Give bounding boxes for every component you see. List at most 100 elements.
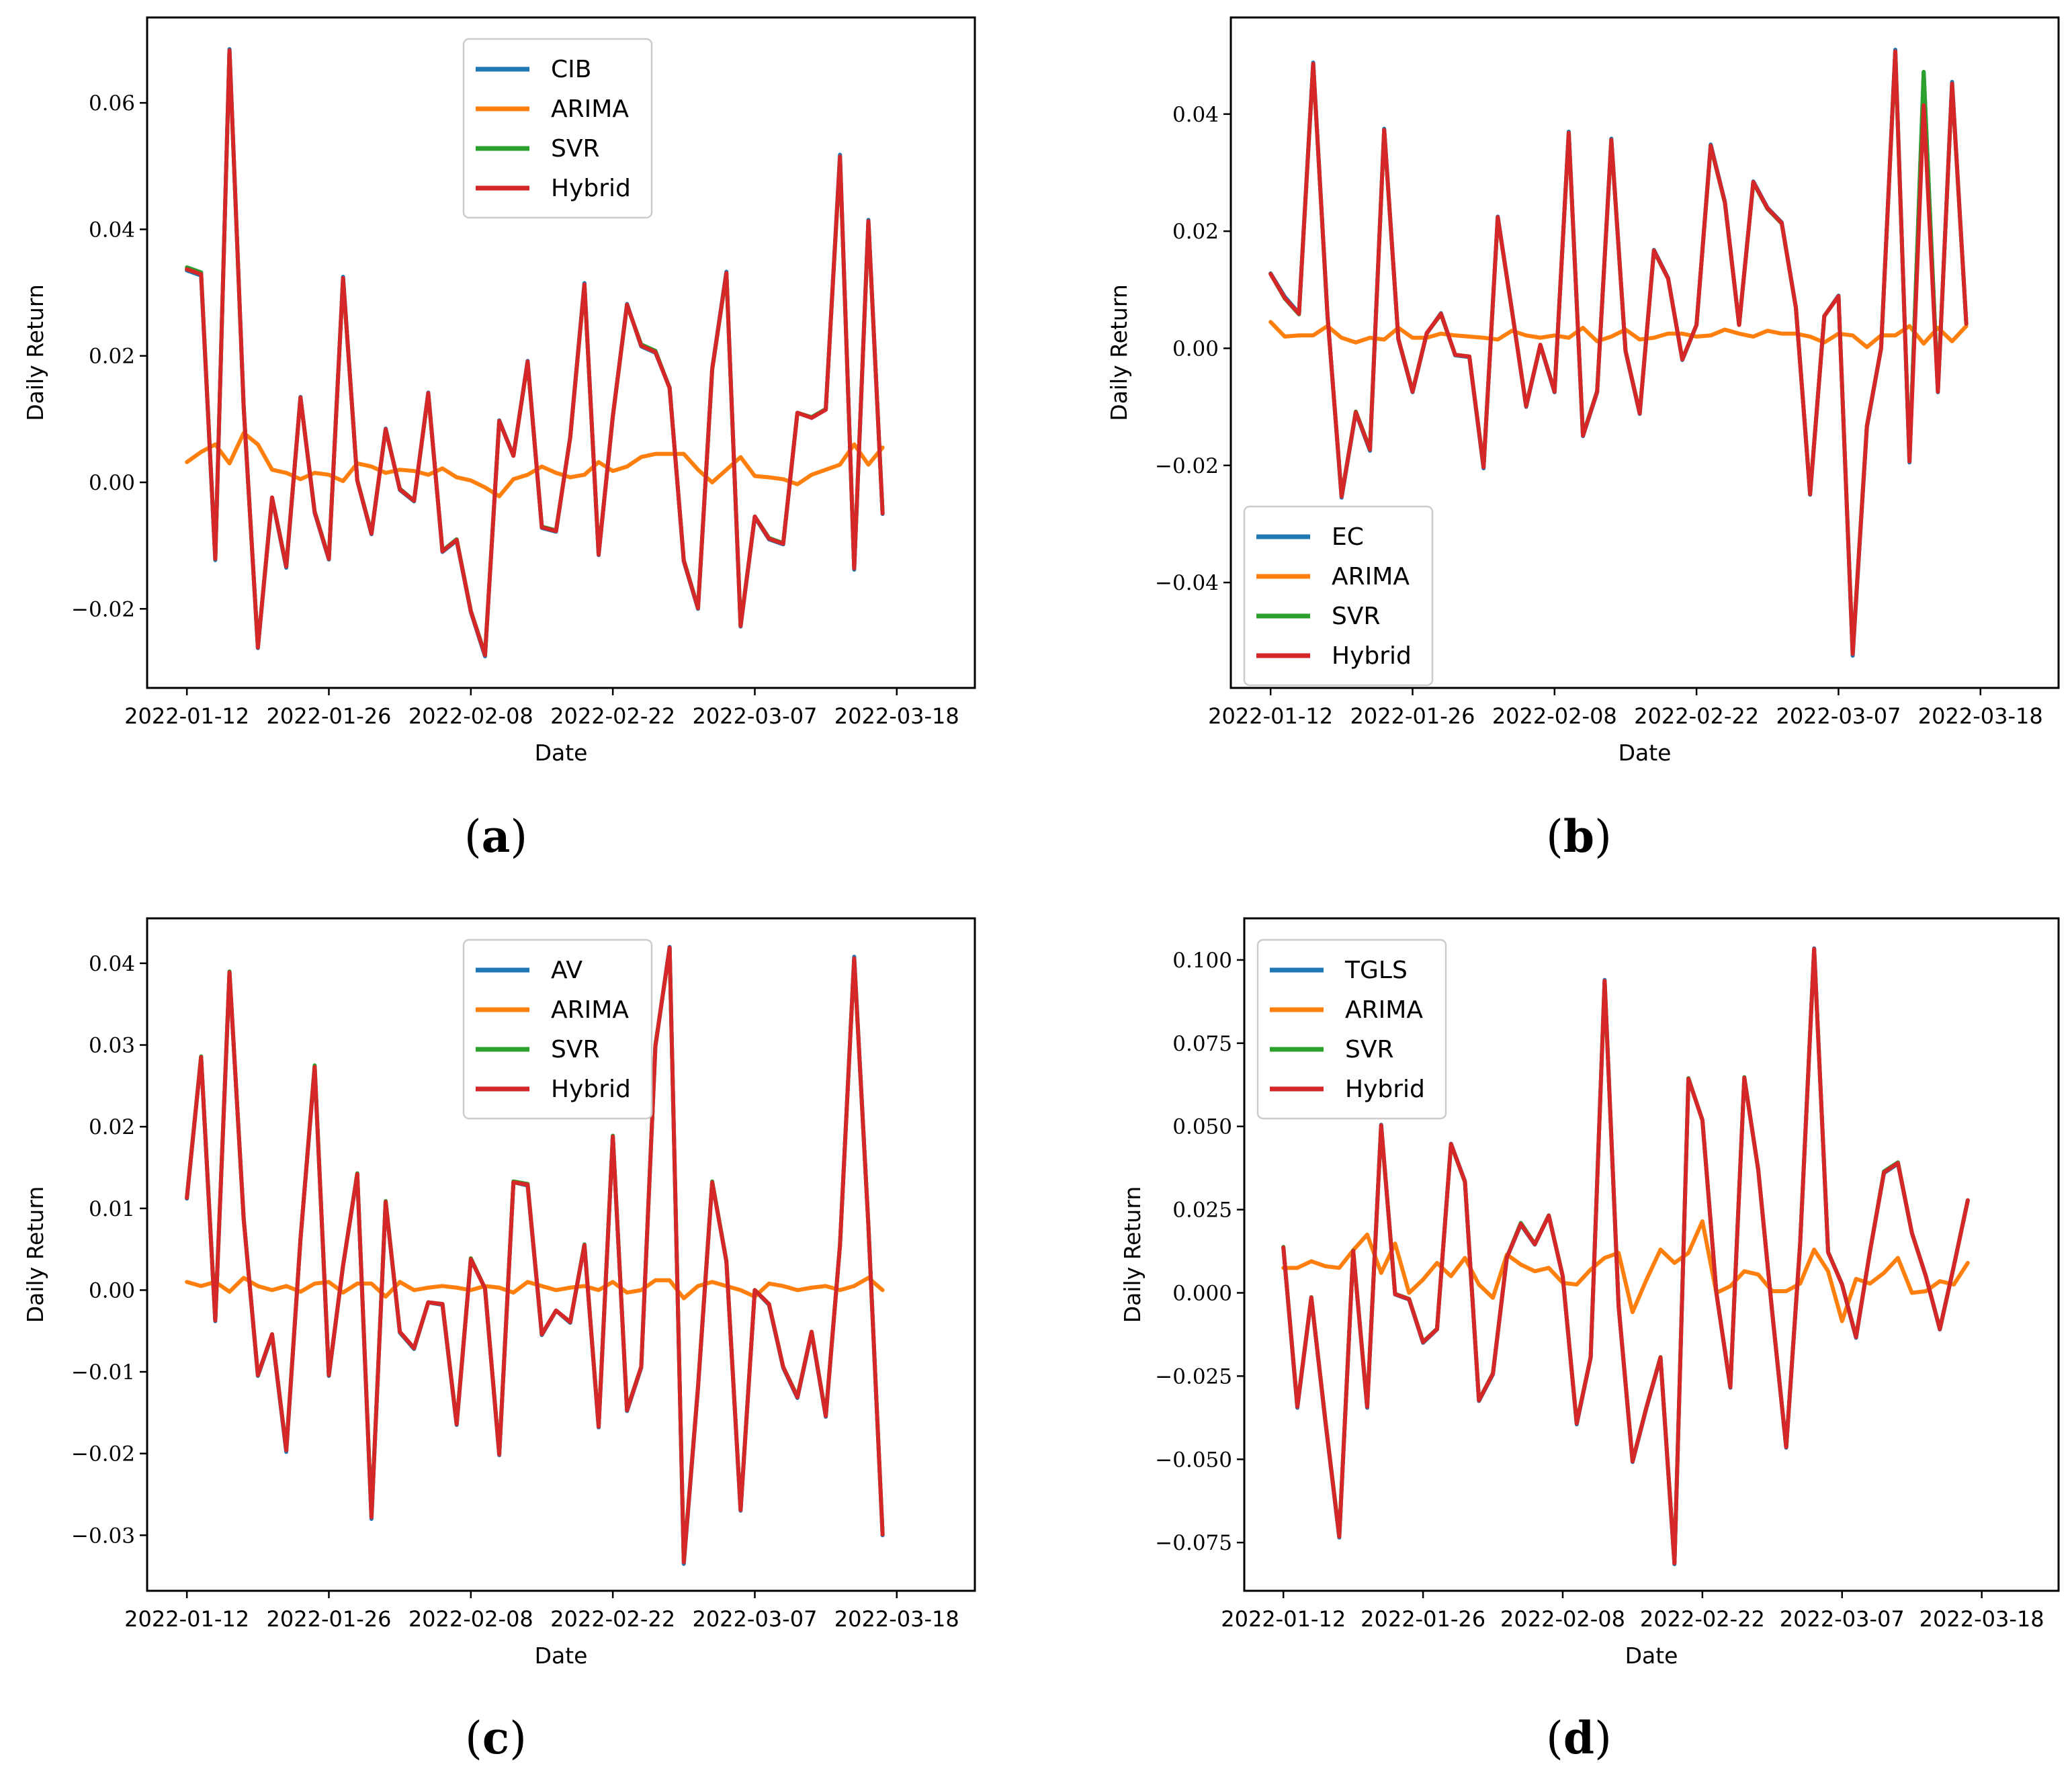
- y-axis-title: Daily Return: [1119, 1186, 1146, 1323]
- legend-label-arima: ARIMA: [1332, 563, 1410, 591]
- y-tick-label: −0.050: [1155, 1448, 1232, 1472]
- legend-frame: [462, 938, 653, 1120]
- legend-label-cib: CIB: [551, 56, 591, 83]
- y-tick-label: −0.01: [71, 1360, 135, 1385]
- legend: CIB ARIMA SVR Hybrid: [462, 38, 653, 219]
- legend: AV ARIMA SVR Hybrid: [462, 938, 653, 1120]
- x-tick-label: 2022-01-26: [267, 703, 392, 729]
- y-tick-label: 0.02: [89, 1115, 135, 1139]
- series-group: [185, 945, 885, 1566]
- y-tick-label: 0.02: [1172, 220, 1219, 244]
- x-tick-label: 2022-03-18: [834, 1606, 959, 1632]
- x-tick-label: 2022-02-22: [1640, 1606, 1765, 1632]
- series-group: [185, 47, 885, 658]
- y-tick-label: 0.075: [1172, 1032, 1232, 1056]
- legend-frame: [1256, 938, 1447, 1120]
- x-tick-label: 2022-02-08: [408, 1606, 533, 1632]
- legend-label-ec: EC: [1332, 523, 1364, 551]
- x-tick-label: 2022-01-12: [1221, 1606, 1346, 1632]
- y-tick-label: 0.03: [89, 1034, 135, 1058]
- y-tick-label: −0.02: [71, 597, 135, 621]
- x-tick-label: 2022-02-08: [1492, 703, 1617, 729]
- legend-label-svr: SVR: [551, 1036, 600, 1063]
- series-line-hybrid: [185, 48, 885, 658]
- axes-frame: [1243, 917, 2060, 1592]
- x-tick-label: 2022-03-18: [1918, 703, 2043, 729]
- axes-frame: [146, 16, 976, 689]
- x-axis-title: Date: [1618, 740, 1672, 766]
- y-axis-title: Daily Return: [1106, 284, 1132, 421]
- y-tick-label: 0.01: [89, 1197, 135, 1221]
- legend: TGLS ARIMA SVR Hybrid: [1256, 938, 1447, 1120]
- panel-caption: (d): [1546, 1712, 1612, 1764]
- x-axis-title: Date: [1625, 1643, 1678, 1669]
- y-tick-label: 0.00: [1172, 337, 1219, 361]
- y-tick-label: 0.100: [1172, 949, 1232, 973]
- x-tick-label: 2022-03-07: [692, 1606, 817, 1632]
- y-tick-label: 0.04: [89, 952, 135, 976]
- y-tick-label: 0.04: [1172, 103, 1219, 127]
- y-tick-label: 0.00: [89, 1278, 135, 1303]
- y-tick-label: −0.075: [1155, 1531, 1232, 1555]
- legend-label-av: AV: [551, 957, 582, 984]
- legend-label-arima: ARIMA: [551, 95, 629, 123]
- series-line-hybrid: [1268, 49, 1969, 656]
- axes-frame: [146, 917, 976, 1592]
- x-axis-title: Date: [535, 740, 588, 766]
- y-tick-label: 0.06: [89, 91, 135, 116]
- x-tick-label: 2022-01-26: [1361, 1606, 1485, 1632]
- y-tick-label: 0.04: [89, 218, 135, 242]
- x-tick-label: 2022-02-22: [1634, 703, 1759, 729]
- panel-caption: (b): [1546, 810, 1612, 863]
- panel-caption: (c): [465, 1712, 527, 1764]
- y-tick-label: −0.02: [71, 1442, 135, 1467]
- y-tick-label: −0.04: [1155, 571, 1219, 595]
- legend-frame: [462, 38, 653, 219]
- x-tick-label: 2022-02-08: [408, 703, 533, 729]
- axes-frame: [1229, 16, 2060, 689]
- y-tick-label: 0.000: [1172, 1281, 1232, 1305]
- chart-panel-b: −0.04 −0.02 0.00 0.02 0.04 2022-01-12 2022-01-…: [1106, 16, 2060, 863]
- legend-label-hybrid: Hybrid: [551, 1076, 631, 1103]
- x-axis-title: Date: [535, 1643, 588, 1669]
- series-line-arima: [185, 1276, 885, 1301]
- legend-label-hybrid: Hybrid: [1332, 642, 1412, 670]
- x-tick-label: 2022-03-07: [1780, 1606, 1905, 1632]
- y-tick-label: 0.00: [89, 471, 135, 495]
- series-line-arima: [1281, 1219, 1970, 1323]
- legend-label-svr: SVR: [551, 135, 600, 163]
- x-tick-label: 2022-02-22: [550, 703, 675, 729]
- legend-label-arima: ARIMA: [551, 996, 629, 1024]
- y-tick-label: −0.025: [1155, 1364, 1232, 1389]
- x-tick-label: 2022-03-07: [692, 703, 817, 729]
- y-axis-title: Daily Return: [22, 1186, 48, 1323]
- y-axis-title: Daily Return: [22, 284, 48, 421]
- x-tick-label: 2022-01-12: [124, 703, 249, 729]
- x-tick-label: 2022-03-18: [834, 703, 959, 729]
- legend: EC ARIMA SVR Hybrid: [1243, 505, 1434, 687]
- chart-panel-d: −0.075 −0.050 −0.025 0.000 0.025 0.050 0.075 0.…: [1119, 917, 2060, 1764]
- x-tick-label: 2022-03-18: [1919, 1606, 2044, 1632]
- x-tick-label: 2022-02-22: [550, 1606, 675, 1632]
- x-tick-label: 2022-02-08: [1500, 1606, 1625, 1632]
- x-tick-label: 2022-01-12: [1208, 703, 1333, 729]
- series-line-arima: [185, 431, 885, 498]
- x-tick-label: 2022-01-26: [267, 1606, 392, 1632]
- x-tick-label: 2022-03-07: [1776, 703, 1901, 729]
- legend-frame: [1243, 505, 1434, 687]
- legend-label-tgls: TGLS: [1344, 957, 1408, 984]
- legend-label-hybrid: Hybrid: [551, 175, 631, 202]
- y-tick-label: 0.025: [1172, 1198, 1232, 1223]
- x-tick-label: 2022-01-12: [124, 1606, 249, 1632]
- series-group: [1281, 946, 1970, 1567]
- chart-panel-a: −0.02 0.00 0.02 0.04 0.06 2022-01-12 2022-01-2…: [22, 16, 976, 863]
- panel-caption: (a): [464, 810, 527, 863]
- series-line-hybrid: [185, 945, 885, 1565]
- legend-label-hybrid: Hybrid: [1345, 1076, 1425, 1103]
- chart-panel-c: −0.03 −0.02 −0.01 0.00 0.01 0.02 0.03 0.04 2022-…: [22, 917, 976, 1764]
- legend-label-arima: ARIMA: [1345, 996, 1423, 1024]
- legend-label-svr: SVR: [1332, 603, 1381, 630]
- x-tick-label: 2022-01-26: [1350, 703, 1475, 729]
- series-line-arima: [1268, 320, 1969, 349]
